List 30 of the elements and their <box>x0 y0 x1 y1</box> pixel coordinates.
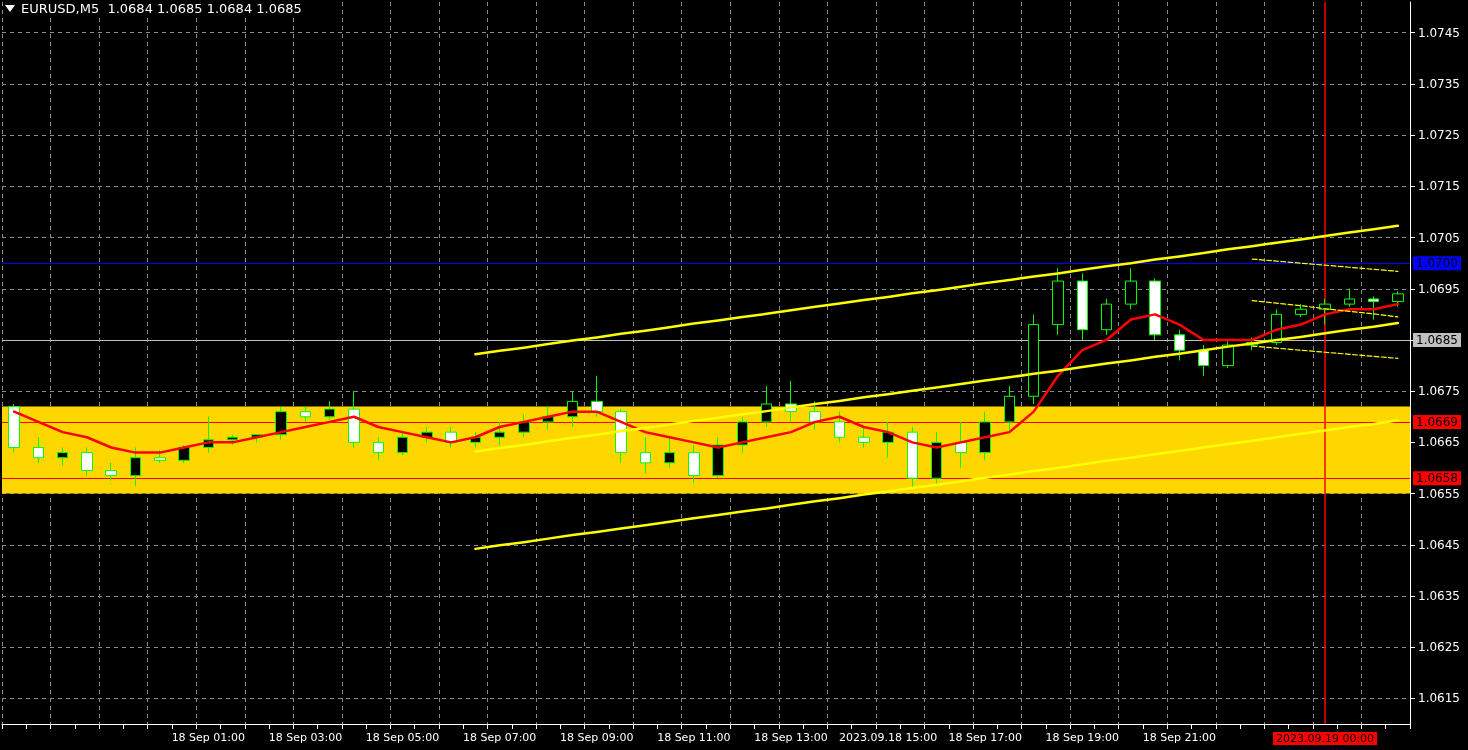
y-tick-label: 1.0665 <box>1418 435 1460 450</box>
ref-line-label: 1.0685 <box>1416 332 1458 347</box>
y-tick-label: 1.0615 <box>1418 691 1460 706</box>
y-tick-label: 1.0715 <box>1418 179 1460 194</box>
y-tick-label: 1.0675 <box>1418 384 1460 399</box>
ref-line-label: 1.0658 <box>1416 471 1458 486</box>
y-tick-label: 1.0705 <box>1418 230 1460 245</box>
y-tick-label: 1.0645 <box>1418 537 1460 552</box>
x-tick-label: 2023.09.19 00:00 <box>1275 732 1375 745</box>
x-tick-label: 18 Sep 05:00 <box>365 731 440 744</box>
x-tick-label: 18 Sep 21:00 <box>1142 731 1217 744</box>
y-tick-label: 1.0725 <box>1418 128 1460 143</box>
y-tick-label: 1.0635 <box>1418 588 1460 603</box>
y-tick-label: 1.0745 <box>1418 25 1460 40</box>
y-tick-label: 1.0695 <box>1418 281 1460 296</box>
y-tick-label: 1.0655 <box>1418 486 1460 501</box>
y-tick-label: 1.0735 <box>1418 76 1460 91</box>
x-tick-label: 18 Sep 01:00 <box>171 731 246 744</box>
x-tick-label: 18 Sep 17:00 <box>948 731 1022 744</box>
x-tick-label: 18 Sep 13:00 <box>754 731 828 744</box>
x-tick-label: 18 Sep 09:00 <box>560 731 634 744</box>
ref-line-label: 1.0700 <box>1416 256 1458 271</box>
x-tick-label: 18 Sep 03:00 <box>268 731 343 744</box>
x-tick-label: 18 Sep 11:00 <box>657 731 731 744</box>
y-tick-label: 1.0625 <box>1418 640 1460 655</box>
x-tick-label: 18 Sep 19:00 <box>1045 731 1119 744</box>
x-tick-label: 18 Sep 07:00 <box>462 731 537 744</box>
chart-title: EURUSD,M5 1.0684 1.0685 1.0684 1.0685 <box>21 1 302 16</box>
x-tick-label: 2023.09.18 15:00 <box>838 731 938 744</box>
ref-line-label: 1.0669 <box>1416 414 1458 429</box>
